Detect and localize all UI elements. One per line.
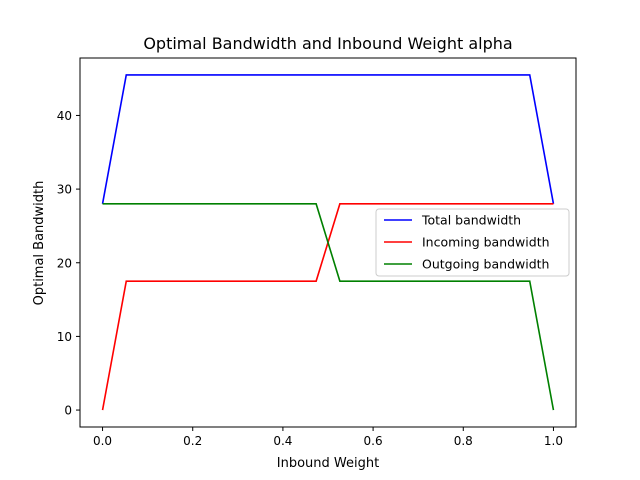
x-tick-label: 0.2 — [183, 434, 202, 448]
y-axis-label: Optimal Bandwidth — [32, 181, 47, 306]
legend-label: Incoming bandwidth — [422, 235, 550, 250]
x-tick-label: 0.4 — [273, 434, 292, 448]
x-axis: 0.0 0.2 0.4 0.6 0.8 1.0 — [93, 427, 563, 448]
x-tick-label: 0.6 — [364, 434, 383, 448]
x-axis-label: Inbound Weight — [277, 456, 379, 471]
y-tick-label: 10 — [57, 330, 72, 344]
legend-label: Total bandwidth — [421, 213, 521, 228]
x-tick-label: 0.8 — [454, 434, 473, 448]
chart-title: Optimal Bandwidth and Inbound Weight alp… — [143, 34, 512, 53]
series-line-incoming-bandwidth — [101, 203, 554, 411]
y-tick-label: 0 — [64, 404, 72, 418]
series-layer — [101, 74, 555, 411]
legend: Total bandwidth Incoming bandwidth Outgoin… — [375, 208, 570, 277]
y-axis: 0 10 20 30 40 — [57, 109, 80, 418]
legend-label: Outgoing bandwidth — [422, 257, 549, 272]
series-line-total-bandwidth — [101, 74, 555, 204]
x-tick-label: 0.0 — [93, 434, 112, 448]
series-line-outgoing-bandwidth — [102, 203, 555, 411]
legend-box — [375, 208, 570, 277]
y-tick-label: 20 — [57, 256, 72, 270]
x-tick-label: 1.0 — [544, 434, 563, 448]
y-tick-label: 40 — [57, 109, 72, 123]
plot-frame — [79, 57, 577, 428]
y-tick-label: 30 — [57, 183, 72, 197]
